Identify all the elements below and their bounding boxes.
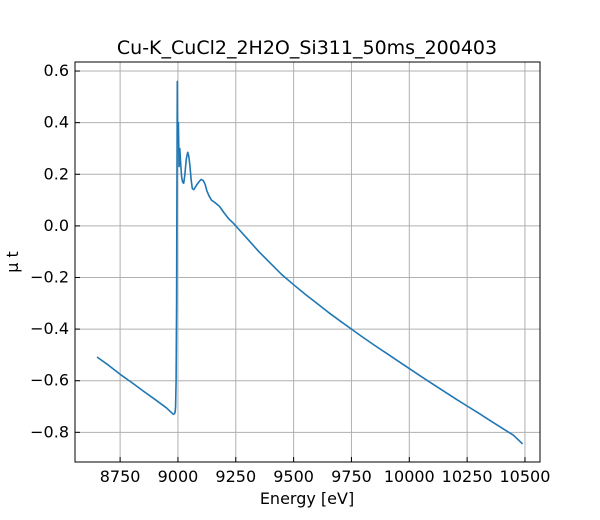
- x-axis-label: Energy [eV]: [260, 489, 354, 508]
- x-tick-label: 10250: [442, 467, 493, 486]
- y-tick-label: −0.4: [30, 319, 69, 338]
- y-tick-label: 0.0: [44, 216, 69, 235]
- y-axis-label: μ t: [3, 251, 22, 273]
- y-tick-label: 0.2: [44, 164, 69, 183]
- y-tick-label: −0.8: [30, 422, 69, 441]
- x-tick-label: 10000: [384, 467, 435, 486]
- series-layer: [96, 80, 524, 445]
- grid: [75, 62, 540, 462]
- y-tick-label: 0.4: [44, 113, 69, 132]
- x-tick-label: 9750: [331, 467, 372, 486]
- x-tick-label: 9000: [158, 467, 199, 486]
- series-line-0: [96, 80, 524, 445]
- x-tick-label: 9250: [215, 467, 256, 486]
- y-tick-label: −0.6: [30, 371, 69, 390]
- x-tick-label: 8750: [100, 467, 141, 486]
- x-tick-label: 10500: [500, 467, 551, 486]
- y-tick-label: −0.2: [30, 267, 69, 286]
- chart-title: Cu-K_CuCl2_2H2O_Si311_50ms_200403: [117, 37, 497, 59]
- plot-frame: [74, 61, 541, 463]
- ticks: 8750 9000 9250 9500 9750 10000 10250 10500 −0.8 −…: [30, 61, 550, 486]
- x-tick-label: 9500: [273, 467, 314, 486]
- y-tick-label: 0.6: [44, 61, 69, 80]
